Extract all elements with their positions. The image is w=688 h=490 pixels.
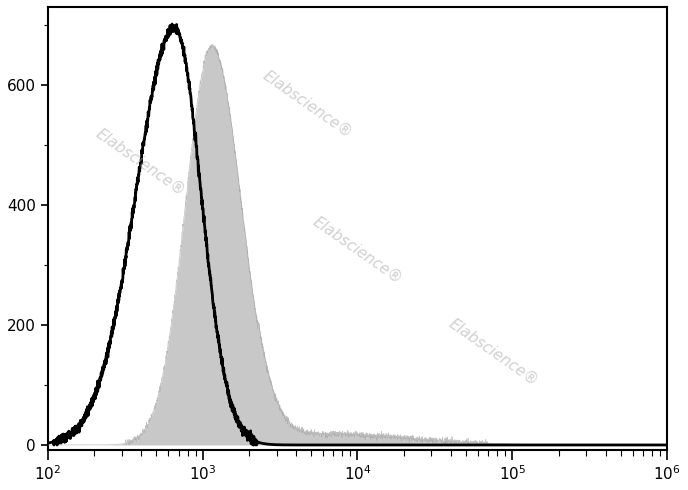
Text: Elabscience®: Elabscience® <box>447 316 541 389</box>
Text: Elabscience®: Elabscience® <box>93 125 189 198</box>
Text: Elabscience®: Elabscience® <box>310 214 405 287</box>
Text: Elabscience®: Elabscience® <box>261 68 356 141</box>
